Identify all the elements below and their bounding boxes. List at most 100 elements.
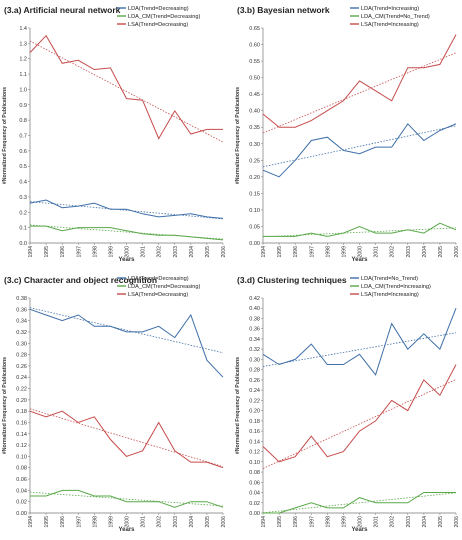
- x-tick-label: 2004: [422, 246, 428, 258]
- y-tick-label: 0.16: [16, 420, 27, 426]
- y-tick-label: 0.24: [16, 375, 27, 381]
- legend-entry: LDA(Trend=Decreasing): [128, 6, 189, 12]
- x-tick-label: 2004: [189, 246, 195, 258]
- x-tick-label: 1998: [92, 516, 98, 528]
- x-tick-label: 2006: [454, 246, 460, 258]
- chart-title: (3.b) Bayesian network: [237, 5, 330, 15]
- y-tick-label: 0.15: [249, 191, 260, 197]
- x-tick-label: 2006: [221, 516, 227, 528]
- series-line: [263, 222, 457, 237]
- series-line: [30, 225, 224, 241]
- y-tick-label: 0.22: [249, 398, 260, 404]
- y-tick-label: 1.2: [19, 57, 27, 63]
- y-tick-label: 0.2: [19, 210, 27, 216]
- y-tick-label: 0.16: [249, 429, 260, 435]
- y-tick-label: 0.30: [249, 142, 260, 148]
- y-tick-label: 0.7: [19, 134, 27, 140]
- series-line: [29, 199, 224, 219]
- legend-entry: LDA(Trend=Decreasing): [128, 276, 189, 282]
- x-tick-label: 2000: [358, 246, 364, 258]
- y-tick-label: 0.40: [249, 109, 260, 115]
- y-tick-label: 0.8: [19, 118, 27, 124]
- series-line: [262, 364, 457, 463]
- y-tick-label: 0.32: [16, 330, 27, 336]
- x-tick-label: 1994: [261, 246, 267, 258]
- series-line: [30, 489, 224, 508]
- y-tick-label: 0.60: [249, 43, 260, 49]
- x-tick-label: 2005: [205, 246, 211, 258]
- panel-d-chart: (3.d) Clustering techniques 0.00 0.02 0.04 0…: [235, 275, 460, 533]
- trend-line: [262, 227, 457, 238]
- y-tick-label: 0.6: [19, 149, 27, 155]
- x-tick-label: 2004: [189, 516, 195, 528]
- y-axis-label: #Normalized Frequency of Publications: [235, 357, 241, 454]
- series-line: [29, 308, 224, 378]
- x-tick-label: 2005: [205, 516, 211, 528]
- trend-line: [29, 491, 224, 507]
- y-tick-label: 0.18: [16, 409, 27, 415]
- x-tick-label: 2005: [438, 246, 444, 258]
- x-tick-label: 1996: [293, 246, 299, 258]
- y-tick-label: 1.0: [19, 87, 27, 93]
- series-line: [29, 410, 224, 469]
- y-tick-label: 0.20: [249, 409, 260, 415]
- y-tick-label: 0.25: [249, 158, 260, 164]
- x-tick-label: 1998: [92, 246, 98, 258]
- y-tick-label: 0.10: [249, 208, 260, 214]
- panel-b-chart: (3.b) Bayesian network 0.00 0.05 0.10 0.15 0.…: [235, 5, 460, 263]
- x-tick-label: 1999: [108, 516, 114, 528]
- y-tick-label: 0.38: [16, 296, 27, 302]
- series-line: [263, 492, 456, 514]
- x-tick-label: 1995: [277, 246, 283, 258]
- x-tick-label: 2001: [141, 246, 147, 258]
- legend-entry: LSA(Trend=Decreasing): [128, 292, 188, 298]
- x-tick-label: 1994: [28, 516, 34, 528]
- y-tick-label: 0.26: [16, 364, 27, 370]
- series-line: [29, 34, 223, 140]
- y-axis-label: #Normalized Frequency of Publications: [2, 87, 8, 184]
- x-tick-label: 1994: [261, 516, 267, 528]
- x-tick-label: 1998: [325, 516, 331, 528]
- legend-entry: LDA(Trend=Increasing): [361, 6, 419, 12]
- y-tick-label: 0.50: [249, 76, 260, 82]
- y-tick-label: 0.26: [249, 378, 260, 384]
- y-tick-label: 0.02: [16, 500, 27, 506]
- x-axis-label: Years: [118, 527, 135, 533]
- y-tick-label: 0.28: [16, 353, 27, 359]
- x-tick-label: 1995: [277, 516, 283, 528]
- x-tick-label: 2000: [125, 516, 131, 528]
- x-axis-label: Years: [351, 257, 368, 263]
- chart-title: (3.c) Character and object recognition: [4, 275, 157, 285]
- y-tick-label: 0.10: [16, 454, 27, 460]
- panel-a-chart: (3.a) Artificial neural network 0.0 0.1 0.2…: [2, 5, 227, 263]
- legend-entry: LDA_CM(Trend=No_Trend): [361, 14, 430, 20]
- y-tick-label: 0.04: [249, 491, 260, 497]
- y-tick-label: 0.40: [249, 306, 260, 312]
- y-tick-label: 1.1: [19, 72, 27, 78]
- x-tick-label: 1997: [309, 246, 315, 258]
- x-tick-label: 1998: [325, 246, 331, 258]
- y-axis-label: #Normalized Frequency of Publications: [235, 87, 241, 184]
- y-tick-label: 0.28: [249, 368, 260, 374]
- y-tick-label: 0.08: [16, 466, 27, 472]
- x-tick-label: 2006: [454, 516, 460, 528]
- x-tick-label: 1999: [341, 516, 347, 528]
- chart-title: (3.d) Clustering techniques: [237, 275, 347, 285]
- y-tick-label: 0.10: [249, 460, 260, 466]
- y-tick-label: 0.32: [249, 347, 260, 353]
- chart-title: (3.a) Artificial neural network: [4, 5, 121, 15]
- y-tick-label: 0.36: [249, 327, 260, 333]
- y-tick-label: 0.55: [249, 59, 260, 65]
- y-tick-label: 1.4: [19, 26, 27, 32]
- x-tick-label: 2003: [173, 516, 179, 528]
- x-tick-label: 2002: [157, 516, 163, 528]
- y-tick-label: 0.18: [249, 419, 260, 425]
- y-tick-label: 0.5: [19, 164, 27, 170]
- x-tick-label: 1994: [28, 246, 34, 258]
- legend-entry: LSA(Trend=Decreasing): [128, 22, 188, 28]
- x-tick-label: 2006: [221, 246, 227, 258]
- series-line: [262, 123, 457, 178]
- y-tick-label: 0.35: [249, 125, 260, 131]
- x-axis-label: Years: [351, 527, 368, 533]
